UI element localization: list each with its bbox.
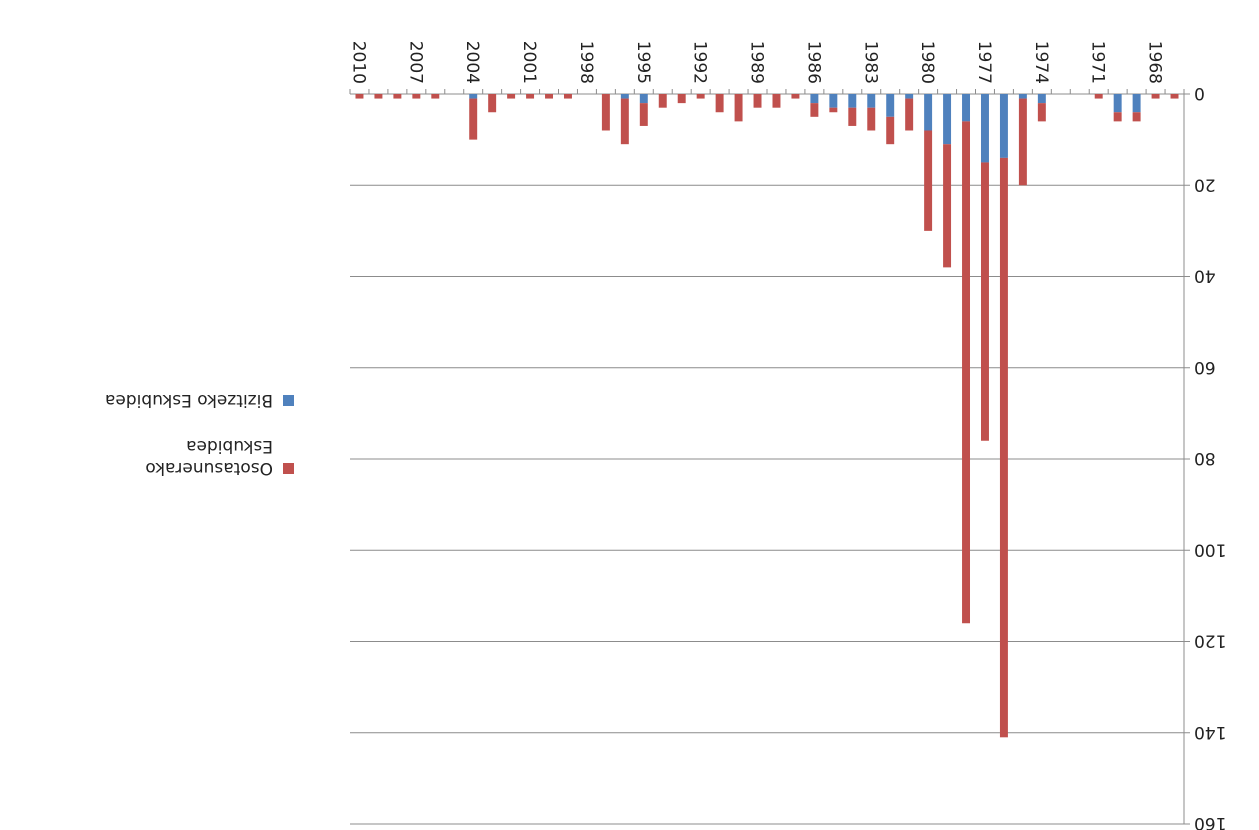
bar-osotasunerako — [393, 94, 402, 99]
bar-bizitzeko — [1113, 94, 1122, 113]
bar-osotasunerako — [601, 94, 610, 131]
bar-osotasunerako — [355, 94, 364, 99]
bar-osotasunerako — [1113, 112, 1122, 122]
x-tick-label: 1980 — [917, 41, 937, 84]
bar-osotasunerako — [924, 130, 933, 231]
bar-osotasunerako — [962, 121, 971, 624]
x-tick-label: 1998 — [576, 41, 596, 84]
x-tick-label: 1977 — [974, 41, 994, 84]
bar-bizitzeko — [469, 94, 478, 99]
bar-osotasunerako — [999, 157, 1008, 738]
x-tick-label: 1986 — [803, 41, 823, 84]
bar-osotasunerako — [658, 94, 667, 108]
bar-bizitzeko — [886, 94, 895, 117]
bar-osotasunerako — [1132, 112, 1141, 122]
y-tick-label: 80 — [1194, 448, 1216, 468]
bar-bizitzeko — [999, 94, 1008, 158]
bar-osotasunerako — [620, 98, 629, 145]
bar-bizitzeko — [943, 94, 952, 145]
x-tick-label: 1995 — [633, 41, 653, 84]
bars — [355, 94, 1179, 738]
bar-osotasunerako — [1018, 98, 1027, 186]
bar-osotasunerako — [677, 94, 686, 104]
bar-osotasunerako — [1037, 103, 1046, 122]
legend-swatch-bizitzeko — [283, 395, 294, 406]
y-tick-label: 0 — [1194, 83, 1205, 103]
bar-bizitzeko — [810, 94, 819, 104]
bar-bizitzeko — [867, 94, 876, 108]
x-tick-label: 1989 — [747, 41, 767, 84]
bar-osotasunerako — [469, 98, 478, 140]
bar-osotasunerako — [696, 94, 705, 99]
bar-osotasunerako — [412, 94, 421, 99]
bar-osotasunerako — [563, 94, 572, 99]
bar-bizitzeko — [980, 94, 989, 163]
bar-osotasunerako — [848, 107, 857, 126]
bar-osotasunerako — [715, 94, 724, 113]
x-tick-label: 1974 — [1031, 41, 1051, 84]
bar-bizitzeko — [924, 94, 933, 131]
x-tick-label: 2010 — [348, 41, 368, 84]
x-tick-label: 1983 — [860, 41, 880, 84]
bar-osotasunerako — [431, 94, 440, 99]
bar-osotasunerako — [943, 144, 952, 268]
y-axis: 0 20 40 60 80 100 120 140 160 — [1183, 83, 1226, 830]
bar-osotasunerako — [639, 103, 648, 126]
y-tick-label: 100 — [1194, 539, 1226, 559]
y-tick-label: 120 — [1194, 631, 1226, 651]
x-tick-label: 2007 — [405, 41, 425, 84]
x-tick-label: 1971 — [1088, 41, 1108, 84]
bar-osotasunerako — [753, 94, 762, 108]
bar-osotasunerako — [810, 103, 819, 117]
bar-osotasunerako — [772, 94, 781, 108]
bar-osotasunerako — [867, 107, 876, 131]
bar-bizitzeko — [829, 94, 838, 108]
bar-bizitzeko — [620, 94, 629, 99]
x-tick-label: 2001 — [519, 41, 539, 84]
bar-osotasunerako — [526, 94, 535, 99]
bar-bizitzeko — [1037, 94, 1046, 104]
y-tick-label: 40 — [1194, 266, 1216, 286]
bar-bizitzeko — [962, 94, 971, 122]
bar-bizitzeko — [848, 94, 857, 108]
bar-bizitzeko — [639, 94, 648, 104]
bar-osotasunerako — [507, 94, 516, 99]
bar-osotasunerako — [886, 116, 895, 145]
x-tick-label: 1968 — [1145, 41, 1165, 84]
y-tick-label: 140 — [1194, 722, 1226, 742]
x-tick-label: 1992 — [690, 41, 710, 84]
bar-osotasunerako — [791, 94, 800, 99]
gridlines — [350, 184, 1184, 825]
y-tick-label: 60 — [1194, 357, 1216, 377]
bar-osotasunerako — [545, 94, 554, 99]
legend: Bizitzeko Eskubidea OsotasunerakoEskubide… — [105, 390, 294, 478]
x-tick-label: 2004 — [462, 41, 482, 84]
bar-osotasunerako — [980, 162, 989, 441]
legend-label: Eskubidea — [186, 436, 273, 456]
bar-osotasunerako — [374, 94, 383, 99]
bar-osotasunerako — [1094, 94, 1103, 99]
y-tick-label: 160 — [1194, 813, 1226, 830]
x-axis: 1968 1971 1974 1977 1980 1983 1986 1989 1992 1995… — [348, 41, 1185, 95]
bar-osotasunerako — [1170, 94, 1179, 99]
bar-osotasunerako — [1151, 94, 1160, 99]
legend-label: Bizitzeko Eskubidea — [105, 390, 273, 410]
y-tick-label: 20 — [1194, 174, 1216, 194]
bar-osotasunerako — [905, 98, 914, 131]
bar-osotasunerako — [829, 107, 838, 113]
legend-swatch-osotasunerako — [283, 463, 294, 474]
bar-bizitzeko — [905, 94, 914, 99]
bar-bizitzeko — [1018, 94, 1027, 99]
bar-osotasunerako — [488, 94, 497, 113]
bar-bizitzeko — [1132, 94, 1141, 113]
legend-label: Osotasunerako — [145, 458, 273, 478]
bar-osotasunerako — [734, 94, 743, 122]
